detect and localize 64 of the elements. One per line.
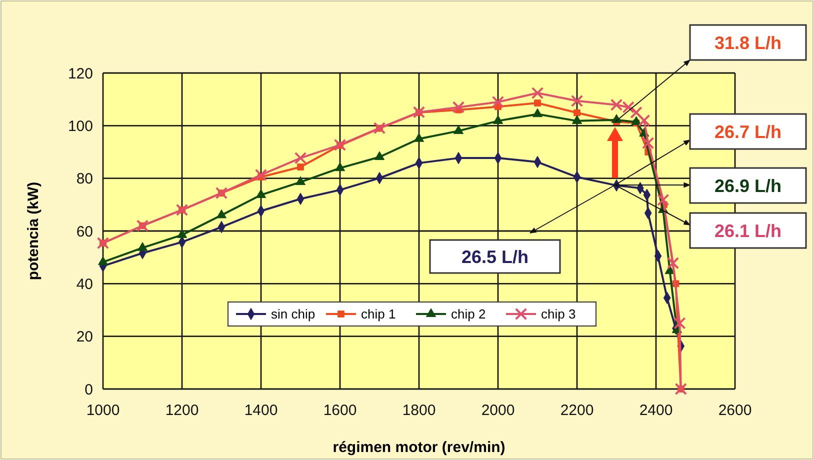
x-tick-label: 2200 bbox=[560, 402, 594, 419]
point bbox=[176, 204, 188, 216]
point bbox=[215, 186, 228, 200]
point bbox=[453, 125, 464, 134]
x-tick-label: 1800 bbox=[402, 402, 436, 419]
point bbox=[492, 96, 504, 108]
text: 31.8 L/h bbox=[714, 32, 782, 53]
point bbox=[96, 237, 110, 250]
legend-label: sin chip bbox=[271, 306, 316, 322]
y-tick-label: 0 bbox=[84, 381, 93, 398]
annotation: 26.5 L/h bbox=[461, 246, 529, 267]
x-tick-label: 1000 bbox=[86, 402, 120, 419]
point bbox=[572, 115, 582, 124]
point bbox=[674, 317, 686, 330]
y-tick-label: 40 bbox=[76, 276, 93, 293]
point bbox=[256, 189, 266, 198]
x-tick-label: 1600 bbox=[323, 402, 357, 419]
point bbox=[294, 152, 307, 164]
point bbox=[373, 122, 386, 134]
x-tick-label: 2000 bbox=[481, 402, 515, 419]
point bbox=[532, 108, 543, 118]
legend-label: chip 2 bbox=[451, 306, 486, 322]
point bbox=[334, 162, 346, 172]
y-tick-label: 120 bbox=[68, 65, 93, 82]
x-tick-label: 1400 bbox=[244, 402, 278, 419]
point bbox=[254, 168, 268, 182]
annotation: 26.9 L/h bbox=[714, 176, 782, 196]
x-axis-title: régimen motor (rev/min) bbox=[332, 439, 506, 456]
y-axis-title: potencia (kW) bbox=[25, 182, 42, 280]
y-tick-label: 60 bbox=[76, 223, 93, 240]
point bbox=[295, 176, 306, 186]
y-tick-label: 80 bbox=[76, 170, 93, 188]
point bbox=[297, 164, 304, 170]
legend-label: chip 3 bbox=[541, 306, 576, 322]
point bbox=[674, 382, 687, 396]
annotation: 26.7 L/h bbox=[714, 122, 782, 142]
x-tick-label: 2400 bbox=[639, 402, 673, 419]
point bbox=[137, 242, 148, 251]
point bbox=[631, 116, 642, 126]
x-tick-label: 1200 bbox=[165, 402, 199, 419]
point bbox=[452, 101, 465, 114]
point bbox=[630, 106, 642, 119]
y-tick-label: 100 bbox=[68, 118, 93, 135]
point bbox=[570, 94, 584, 108]
point bbox=[98, 256, 108, 266]
point bbox=[642, 136, 654, 150]
point bbox=[574, 109, 580, 116]
point bbox=[666, 257, 680, 270]
point bbox=[216, 209, 227, 218]
point bbox=[374, 151, 385, 160]
point bbox=[334, 138, 346, 152]
point bbox=[176, 229, 188, 238]
point bbox=[412, 106, 426, 118]
annotation: 26.1 L/h bbox=[714, 220, 782, 241]
point bbox=[534, 100, 541, 106]
y-tick-label: 20 bbox=[76, 328, 93, 346]
x-tick-label: 2600 bbox=[718, 402, 752, 419]
point bbox=[656, 194, 670, 206]
point bbox=[638, 114, 650, 127]
point bbox=[414, 133, 424, 142]
point bbox=[531, 86, 544, 100]
point bbox=[492, 115, 504, 124]
point bbox=[136, 220, 149, 232]
legend-label: chip 1 bbox=[361, 306, 396, 322]
